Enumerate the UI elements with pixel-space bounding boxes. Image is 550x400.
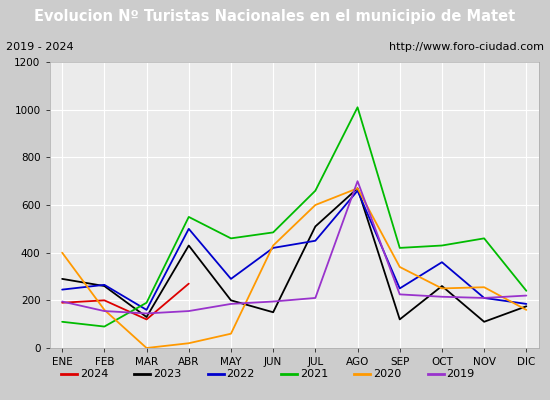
Text: 2021: 2021 <box>300 369 328 379</box>
Text: 2023: 2023 <box>153 369 182 379</box>
Text: http://www.foro-ciudad.com: http://www.foro-ciudad.com <box>389 42 544 52</box>
Text: 2020: 2020 <box>373 369 402 379</box>
Text: 2024: 2024 <box>80 369 108 379</box>
Text: Evolucion Nº Turistas Nacionales en el municipio de Matet: Evolucion Nº Turistas Nacionales en el m… <box>34 10 516 24</box>
Text: 2019: 2019 <box>447 369 475 379</box>
Text: 2022: 2022 <box>227 369 255 379</box>
Text: 2019 - 2024: 2019 - 2024 <box>6 42 73 52</box>
